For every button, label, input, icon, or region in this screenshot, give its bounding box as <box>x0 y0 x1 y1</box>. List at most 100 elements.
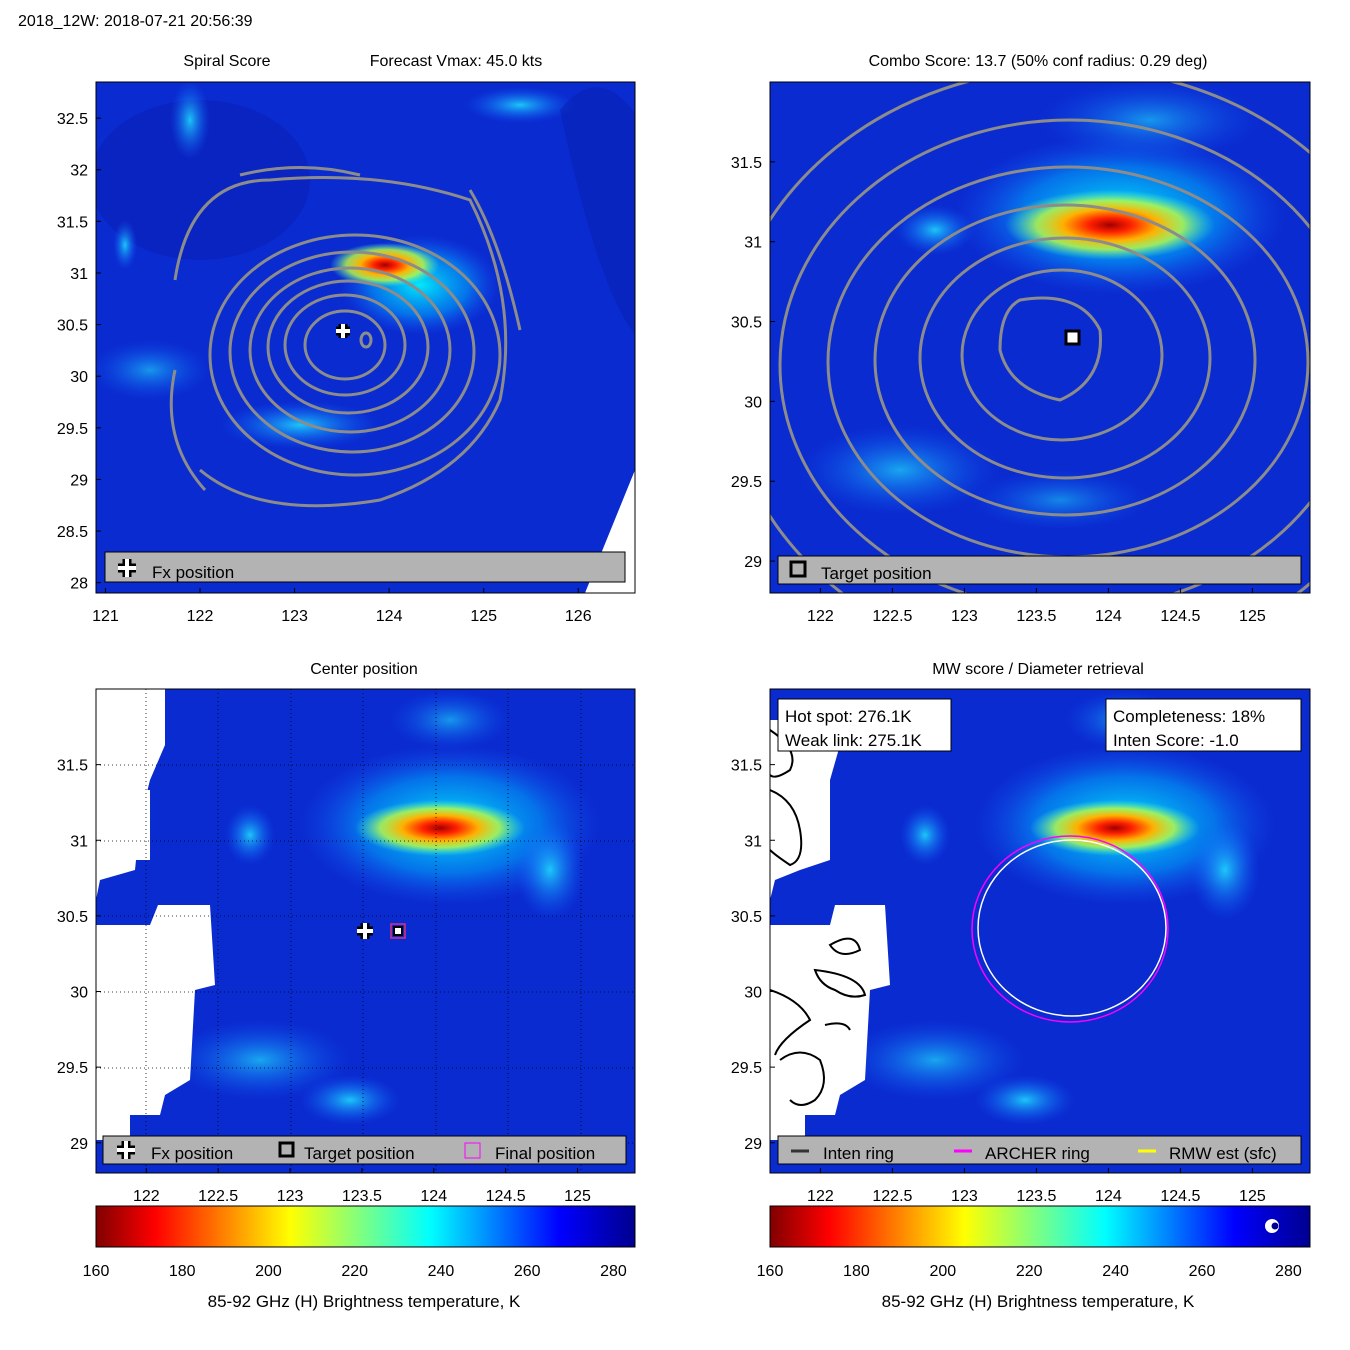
colorbar-right-label: 85-92 GHz (H) Brightness temperature, K <box>882 1292 1195 1311</box>
x-tick-label: 123 <box>281 608 308 625</box>
x-tick-label: 123.5 <box>1016 1188 1056 1205</box>
panel-mw-info-left: Hot spot: 276.1K Weak link: 275.1K <box>777 698 952 752</box>
y-tick-label: 31.5 <box>57 758 88 775</box>
y-tick-label: 31 <box>70 266 88 283</box>
y-tick-label: 30 <box>70 369 88 386</box>
panel-combo-field <box>770 82 1310 593</box>
y-tick-label: 29 <box>70 1136 88 1153</box>
y-tick-label: 31 <box>744 235 762 252</box>
x-tick-label: 124 <box>420 1188 447 1205</box>
x-tick-label: 123.5 <box>1016 608 1056 625</box>
colorbar-tick-label: 180 <box>843 1263 870 1280</box>
square-icon <box>789 560 807 578</box>
panel-mw-field <box>770 689 1310 1173</box>
panel-center-title: Center position <box>310 661 418 678</box>
y-tick-label: 29 <box>70 472 88 489</box>
panel-center-target-marker <box>390 923 406 939</box>
plus-icon <box>118 559 136 577</box>
colorbar-right-ticks: 160 180 200 220 240 260 280 <box>757 1263 1302 1280</box>
x-tick-label: 124.5 <box>1160 1188 1200 1205</box>
x-tick-label: 122 <box>133 1188 160 1205</box>
panel-mw-ticks: 122 122.5 123 123.5 124 124.5 125 29 29.5 30 30.5 3… <box>731 758 1266 1205</box>
colorbar-left-ticks: 160 180 200 220 240 260 280 <box>83 1263 627 1280</box>
y-tick-label: 31.5 <box>731 155 762 172</box>
panel-spiral-title-right: Forecast Vmax: 45.0 kts <box>370 53 543 70</box>
legend-inten-label: Inten ring <box>823 1144 894 1163</box>
legend-target-label: Target position <box>821 564 932 583</box>
panel-mw-coastlines <box>770 729 867 1106</box>
y-tick-label: 31.5 <box>731 758 762 775</box>
colorbar-tick-label: 240 <box>428 1263 455 1280</box>
y-tick-label: 28 <box>70 576 88 593</box>
colorbar-tick-label: 240 <box>1102 1263 1129 1280</box>
panel-spiral-contours <box>169 166 522 508</box>
weak-link-text: Weak link: 275.1K <box>785 731 922 750</box>
x-tick-label: 122 <box>807 1188 834 1205</box>
panel-combo-target-marker <box>1064 329 1081 346</box>
y-tick-label: 29 <box>744 1136 762 1153</box>
x-tick-label: 124 <box>376 608 403 625</box>
x-tick-label: 123 <box>277 1188 304 1205</box>
panel-center-legend: Fx position Target position Final positi… <box>102 1135 627 1165</box>
x-tick-label: 123 <box>951 608 978 625</box>
inten-ring <box>977 839 1167 1017</box>
y-tick-label: 28.5 <box>57 524 88 541</box>
y-tick-label: 30 <box>744 985 762 1002</box>
panel-combo-ticks: 122 122.5 123 123.5 124 124.5 125 29 29.5 30 30.5 3… <box>731 155 1266 625</box>
legend-fx-label: Fx position <box>152 563 234 582</box>
colorbar-tick-label: 200 <box>255 1263 282 1280</box>
panel-spiral-field <box>96 82 635 593</box>
x-tick-label: 125 <box>470 608 497 625</box>
y-tick-label: 32 <box>70 163 88 180</box>
y-tick-label: 30.5 <box>731 315 762 332</box>
panel-spiral-fx-marker <box>336 324 350 338</box>
panel-center-grid <box>96 689 635 1173</box>
x-tick-label: 124 <box>1095 608 1122 625</box>
x-tick-label: 122.5 <box>198 1188 238 1205</box>
y-tick-label: 29.5 <box>57 1060 88 1077</box>
colorbar-tick-label: 220 <box>341 1263 368 1280</box>
y-tick-label: 31 <box>70 833 88 850</box>
magenta-square-icon <box>464 1142 481 1159</box>
y-tick-label: 31.5 <box>57 214 88 231</box>
colorbar-tick-label: 280 <box>600 1263 627 1280</box>
inten-score-text: Inten Score: -1.0 <box>1113 731 1239 750</box>
panel-center-fx-marker <box>357 923 373 939</box>
y-tick-label: 29.5 <box>731 1060 762 1077</box>
colorbar-right: 160 180 200 220 240 260 280 85-92 GHz (H) Brig… <box>757 1205 1311 1311</box>
panel-mw-info-right: Completeness: 18% Inten Score: -1.0 <box>1105 698 1302 752</box>
completeness-text: Completeness: 18% <box>1113 707 1265 726</box>
panel-center: Center position <box>57 661 636 1205</box>
colorbar-tick-label: 220 <box>1016 1263 1043 1280</box>
x-tick-label: 124 <box>1095 1188 1122 1205</box>
y-tick-label: 29 <box>744 554 762 571</box>
panel-spiral-title-left: Spiral Score <box>183 53 270 70</box>
colorbar-tick-label: 260 <box>1189 1263 1216 1280</box>
panel-spiral: Spiral Score Forecast Vmax: 45.0 kts <box>57 53 636 625</box>
archer-ring <box>971 835 1169 1023</box>
colorbar-left: 160 180 200 220 240 260 280 85-92 GHz (H) Brig… <box>83 1205 636 1311</box>
panel-combo-title: Combo Score: 13.7 (50% conf radius: 0.29… <box>869 53 1208 70</box>
square-icon <box>278 1141 295 1158</box>
panel-mw-title: MW score / Diameter retrieval <box>932 661 1144 678</box>
y-tick-label: 30.5 <box>731 909 762 926</box>
x-tick-label: 125 <box>1239 608 1266 625</box>
colorbar-tick-label: 160 <box>757 1263 784 1280</box>
y-tick-label: 32.5 <box>57 111 88 128</box>
panel-center-ticks: 122 122.5 123 123.5 124 124.5 125 29 29.5 30 30.5 3… <box>57 758 591 1205</box>
panel-mw: MW score / Diameter retrieval <box>731 661 1311 1205</box>
y-tick-label: 30.5 <box>57 318 88 335</box>
legend-rmw-label: RMW est (sfc) <box>1169 1144 1277 1163</box>
x-tick-label: 123.5 <box>342 1188 382 1205</box>
x-tick-label: 124.5 <box>1160 608 1200 625</box>
x-tick-label: 123 <box>951 1188 978 1205</box>
colorbar-tick-label: 160 <box>83 1263 110 1280</box>
x-tick-label: 122 <box>187 608 214 625</box>
x-tick-label: 125 <box>1239 1188 1266 1205</box>
colorbar-tick-label: 260 <box>514 1263 541 1280</box>
y-tick-label: 31 <box>744 833 762 850</box>
panel-combo: Combo Score: 13.7 (50% conf radius: 0.29… <box>731 53 1311 625</box>
x-tick-label: 122 <box>807 608 834 625</box>
hot-spot-text: Hot spot: 276.1K <box>785 707 912 726</box>
